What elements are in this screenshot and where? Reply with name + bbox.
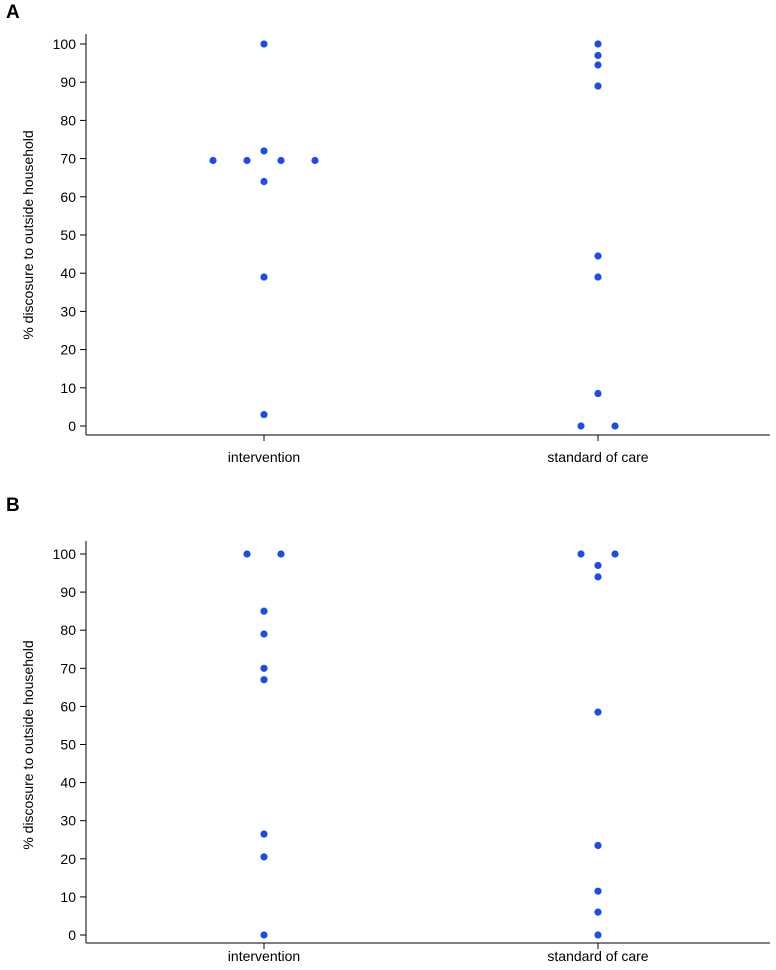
y-tick-label: 20 <box>60 851 76 867</box>
data-point <box>594 561 602 570</box>
y-tick-label: 0 <box>68 927 76 943</box>
chart-panel-a: A 0 10 20 30 40 50 60 70 80 90 100 intervention stan… <box>0 0 776 470</box>
y-tick-label: 20 <box>60 342 76 358</box>
y-tick-label: 40 <box>60 265 76 281</box>
data-point <box>260 830 268 838</box>
y-tick-label: 90 <box>60 74 76 90</box>
data-point <box>594 51 602 60</box>
x-tick-label: standard of care <box>547 948 648 964</box>
data-point <box>611 550 619 558</box>
data-point <box>209 156 217 165</box>
data-point <box>594 841 602 850</box>
y-axis-label: % discosure to outside household <box>20 640 36 849</box>
data-point <box>594 273 602 281</box>
panel-label-b: B <box>6 495 20 516</box>
data-point <box>594 252 602 260</box>
data-point <box>594 931 602 939</box>
data-point <box>260 630 268 638</box>
y-tick-label: 100 <box>53 36 77 52</box>
data-point <box>260 273 268 281</box>
x-tick-label: intervention <box>228 948 300 964</box>
chart-b-svg: 0 10 20 30 40 50 60 70 80 90 100 intervention standa… <box>20 541 770 964</box>
data-point <box>277 550 285 558</box>
data-point <box>260 676 268 684</box>
panel-label-a: A <box>6 2 20 23</box>
data-point <box>594 40 602 48</box>
data-point <box>594 887 602 895</box>
y-tick-label: 80 <box>60 112 76 128</box>
data-point <box>260 607 268 615</box>
data-point <box>260 931 268 939</box>
y-tick-label: 60 <box>60 189 76 205</box>
data-point <box>594 389 602 398</box>
y-tick-label: 70 <box>60 151 76 167</box>
y-tick-label: 100 <box>53 546 77 562</box>
data-point <box>577 422 585 430</box>
data-point <box>277 156 285 165</box>
y-tick-label: 70 <box>60 660 76 676</box>
data-point <box>611 422 619 430</box>
data-point <box>594 573 602 581</box>
data-point <box>311 156 319 165</box>
data-point <box>260 410 268 419</box>
data-point <box>260 177 268 186</box>
data-point <box>243 550 251 558</box>
chart-panel-b: B 0 10 20 30 40 50 60 70 80 90 100 intervention stan… <box>0 490 776 970</box>
y-tick-label: 10 <box>60 380 76 396</box>
x-tick-label: intervention <box>228 449 300 465</box>
data-point <box>594 82 602 90</box>
data-point <box>594 61 602 69</box>
data-point <box>260 664 268 672</box>
data-point <box>260 147 268 155</box>
data-point <box>594 908 602 916</box>
y-tick-label: 80 <box>60 622 76 638</box>
data-point <box>577 550 585 558</box>
y-tick-label: 90 <box>60 584 76 600</box>
y-tick-label: 40 <box>60 775 76 791</box>
y-tick-label: 60 <box>60 698 76 714</box>
y-tick-label: 50 <box>60 227 76 243</box>
y-axis-label: % discosure to outside household <box>20 130 36 339</box>
y-tick-label: 10 <box>60 889 76 905</box>
y-tick-label: 50 <box>60 737 76 753</box>
chart-a-svg: 0 10 20 30 40 50 60 70 80 90 100 intervention standa… <box>20 34 770 465</box>
data-point <box>260 853 268 861</box>
data-point <box>594 708 602 716</box>
x-tick-label: standard of care <box>547 449 648 465</box>
data-point <box>243 156 251 165</box>
y-tick-label: 30 <box>60 813 76 829</box>
y-tick-label: 0 <box>68 418 76 434</box>
data-point <box>260 40 268 48</box>
y-tick-label: 30 <box>60 303 76 319</box>
